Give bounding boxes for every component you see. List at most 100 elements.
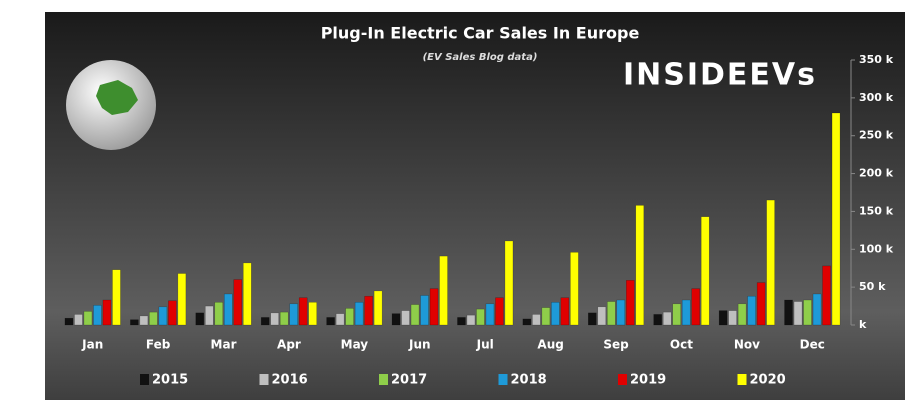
bar: [401, 310, 410, 326]
legend-label: 2017: [391, 373, 427, 388]
y-tick-label: 150 k: [859, 204, 894, 217]
bar: [588, 312, 597, 326]
bar: [766, 199, 775, 326]
legend-label: 2018: [511, 373, 547, 388]
logo: INSIDEEVs: [623, 58, 817, 93]
bar: [457, 317, 466, 326]
bar: [335, 313, 345, 326]
x-tick-label: Dec: [800, 338, 825, 352]
bar: [831, 112, 841, 326]
bar: [64, 317, 74, 326]
y-tick-label: 300 k: [859, 91, 894, 104]
x-tick-label: May: [341, 338, 369, 352]
x-tick-label: Jan: [81, 338, 103, 352]
x-tick-label: Aug: [537, 338, 563, 352]
bar: [747, 295, 756, 326]
bar: [83, 311, 93, 326]
bar: [298, 297, 308, 326]
bar: [308, 302, 317, 326]
bar: [410, 304, 420, 326]
bar: [737, 303, 747, 326]
bar: [635, 205, 645, 326]
y-tick-label: 100 k: [859, 242, 894, 255]
bar: [420, 295, 429, 326]
bar: [700, 216, 710, 326]
x-tick-label: Oct: [670, 338, 693, 352]
bar: [364, 295, 373, 326]
bar: [260, 317, 270, 326]
bar: [607, 301, 616, 326]
bar: [672, 303, 681, 326]
bar: [812, 293, 822, 326]
bar: [373, 290, 383, 326]
x-tick-label: Jun: [408, 338, 431, 352]
bar: [149, 311, 158, 326]
bar: [560, 297, 570, 326]
legend-swatch: [618, 374, 627, 385]
chart-subtitle: (EV Sales Blog data): [423, 52, 538, 63]
bar: [102, 299, 112, 326]
bar: [597, 306, 607, 326]
bar: [541, 307, 551, 326]
bar: [793, 301, 803, 326]
bar: [626, 280, 635, 326]
globe: [66, 60, 156, 150]
x-tick-label: Sep: [603, 338, 629, 352]
bar: [551, 302, 560, 326]
legend-swatch: [259, 374, 269, 385]
bar: [205, 305, 214, 326]
x-tick-label: Nov: [734, 338, 760, 352]
bar: [214, 302, 224, 326]
bar: [177, 273, 187, 326]
bar: [270, 312, 279, 326]
bar: [243, 262, 252, 326]
bar: [504, 240, 514, 326]
y-tick-label: 50 k: [859, 280, 886, 293]
bar: [822, 265, 831, 326]
bar: [803, 299, 812, 326]
bar: [570, 252, 579, 326]
bar: [466, 314, 476, 326]
bar: [495, 297, 504, 326]
bar: [429, 288, 439, 326]
bar: [279, 311, 289, 326]
bar: [391, 313, 401, 326]
y-tick-label: 250 k: [859, 129, 894, 142]
x-tick-label: Mar: [211, 338, 237, 352]
bar: [139, 315, 149, 326]
bar: [289, 303, 298, 326]
x-tick-label: Apr: [277, 338, 301, 352]
bar: [522, 318, 532, 326]
bar: [224, 293, 233, 326]
bar: [616, 299, 626, 326]
bar: [532, 314, 541, 326]
bar: [718, 310, 728, 326]
bar: [728, 310, 737, 326]
bar: [345, 308, 354, 326]
y-tick-label: 350 k: [859, 53, 894, 66]
bar: [233, 279, 243, 326]
bar: [784, 299, 793, 326]
bar: [485, 303, 495, 326]
bar: [354, 302, 364, 326]
y-tick-label: k: [859, 318, 867, 331]
bar: [476, 308, 485, 326]
chart-background: [45, 12, 905, 400]
legend-label: 2020: [750, 373, 786, 388]
legend-label: 2016: [272, 373, 308, 388]
y-tick-label: 200 k: [859, 167, 894, 180]
bar: [439, 255, 448, 326]
bar: [756, 282, 766, 326]
bar: [168, 300, 177, 326]
legend-swatch: [379, 374, 388, 385]
bar: [93, 305, 102, 326]
bar: [662, 311, 672, 326]
bar: [112, 269, 121, 326]
legend-label: 2015: [152, 373, 188, 388]
legend-swatch: [498, 374, 508, 385]
legend-swatch: [737, 374, 747, 385]
legend-label: 2019: [630, 373, 666, 388]
bar: [653, 314, 662, 326]
